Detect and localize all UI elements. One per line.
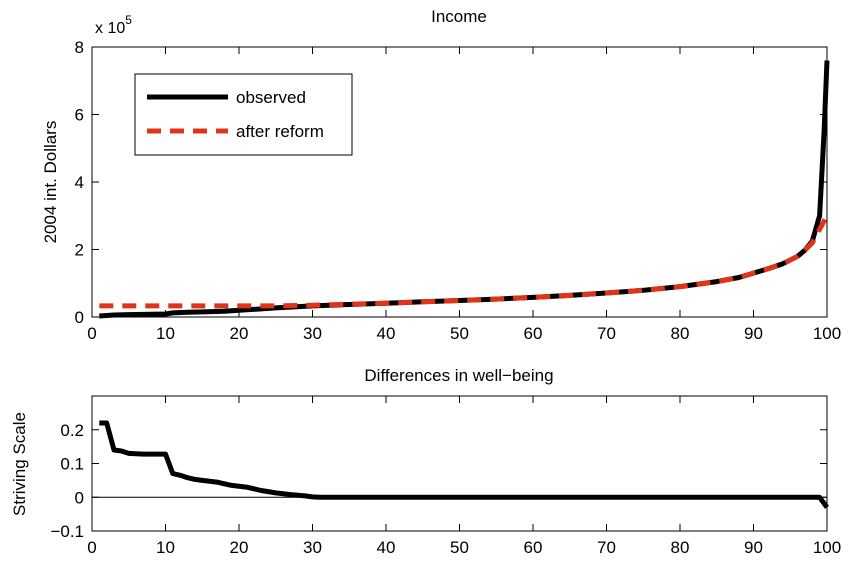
income-x-tick-label: 60 (524, 324, 543, 343)
income-y-tick-label: 6 (75, 106, 84, 125)
income-y-tick-label: 4 (75, 173, 84, 192)
income-x-tick-label: 20 (230, 324, 249, 343)
income-x-tick-label: 40 (377, 324, 396, 343)
wellbeing-y-tick-label: 0.2 (60, 421, 84, 440)
wellbeing-x-tick-label: 50 (450, 538, 469, 557)
wellbeing-x-tick-label: 60 (524, 538, 543, 557)
income-ticks: 0 10 20 30 40 50 60 70 80 90 100 0 2 4 6 8 (75, 38, 842, 343)
income-x-tick-label: 0 (87, 324, 96, 343)
after-reform-series-line (99, 214, 830, 309)
income-y-tick-label: 2 (75, 241, 84, 260)
income-y-tick-label: 0 (75, 308, 84, 327)
income-y-multiplier-base: x 10 (95, 20, 125, 37)
income-x-tick-label: 30 (303, 324, 322, 343)
wellbeing-y-axis-label: Striving Scale (10, 412, 29, 516)
wellbeing-plot-area (92, 420, 830, 509)
legend-label-observed: observed (236, 88, 306, 107)
income-y-multiplier: x 105 (95, 13, 132, 37)
income-x-tick-label: 90 (744, 324, 763, 343)
income-y-tick-label: 8 (75, 38, 84, 57)
income-plot-area (99, 60, 830, 319)
income-x-tick-label: 80 (671, 324, 690, 343)
income-x-tick-label: 10 (156, 324, 175, 343)
wellbeing-panel: Differences in well−being Striving Scale… (10, 366, 841, 557)
wellbeing-y-tick-label: 0.1 (60, 455, 84, 474)
income-axes-frame (91, 46, 828, 318)
income-x-tick-label: 50 (450, 324, 469, 343)
income-panel: Income x 105 2004 int. Dollars 0 10 20 30 40… (41, 7, 841, 343)
wellbeing-y-tick-label: 0 (75, 488, 84, 507)
wellbeing-axes-frame (91, 395, 828, 532)
wellbeing-x-tick-label: 30 (303, 538, 322, 557)
income-x-tick-label: 100 (813, 324, 841, 343)
wellbeing-x-tick-label: 40 (377, 538, 396, 557)
income-x-tick-label: 70 (597, 324, 616, 343)
wellbeing-ticks: 0 10 20 30 40 50 60 70 80 90 100−0.100.10.2 (50, 396, 841, 557)
income-title: Income (431, 7, 487, 26)
wellbeing-x-tick-label: 0 (87, 538, 96, 557)
wellbeing-x-tick-label: 70 (597, 538, 616, 557)
wellbeing-difference-line (99, 420, 830, 509)
wellbeing-x-tick-label: 90 (744, 538, 763, 557)
income-y-multiplier-exponent: 5 (125, 13, 132, 27)
wellbeing-y-tick-label: −0.1 (50, 522, 84, 541)
income-legend: observed after reform (134, 73, 353, 156)
legend-label-after-reform: after reform (236, 122, 324, 141)
income-y-axis-label: 2004 int. Dollars (41, 121, 60, 244)
wellbeing-x-tick-label: 80 (671, 538, 690, 557)
wellbeing-x-tick-label: 20 (230, 538, 249, 557)
wellbeing-x-tick-label: 10 (156, 538, 175, 557)
wellbeing-title: Differences in well−being (364, 366, 553, 385)
wellbeing-x-tick-label: 100 (813, 538, 841, 557)
legend-box (134, 73, 353, 156)
